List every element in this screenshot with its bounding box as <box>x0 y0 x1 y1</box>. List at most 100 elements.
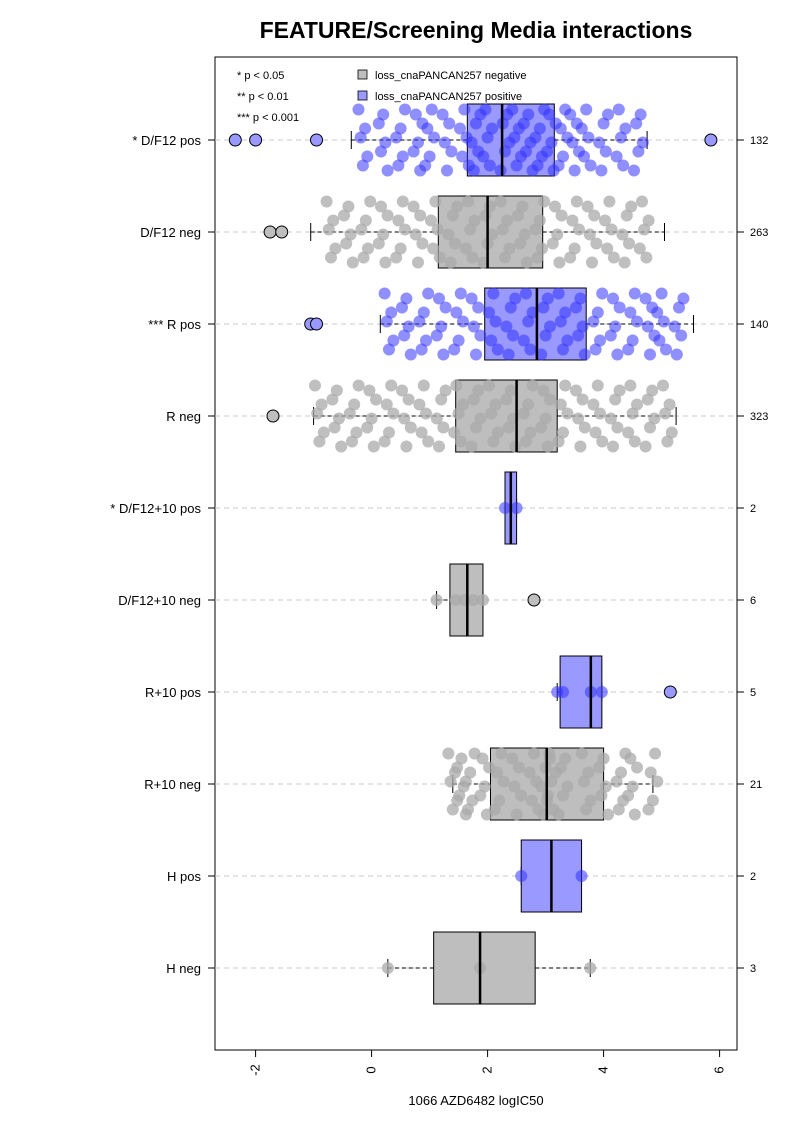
data-point <box>457 398 469 411</box>
data-point <box>541 440 554 453</box>
data-point <box>642 214 655 227</box>
data-point <box>375 200 387 213</box>
group-label: H neg <box>166 961 201 976</box>
data-point <box>575 122 588 135</box>
data-point <box>539 412 552 425</box>
data-point <box>631 398 643 411</box>
data-point <box>512 209 524 222</box>
legend-swatch <box>357 90 368 101</box>
data-point <box>365 412 378 425</box>
data-point <box>442 747 455 760</box>
data-point <box>630 117 643 130</box>
data-point <box>356 159 369 172</box>
data-point <box>626 407 639 420</box>
data-point <box>437 421 450 434</box>
data-point <box>625 200 638 213</box>
group-label: H pos <box>167 869 201 884</box>
data-point <box>466 251 479 264</box>
data-point <box>491 343 504 356</box>
data-point <box>390 131 403 144</box>
data-point <box>383 343 395 356</box>
data-point <box>448 426 461 439</box>
data-point <box>609 393 622 406</box>
data-point <box>394 122 407 135</box>
data-point <box>517 334 530 347</box>
group-count: 21 <box>750 779 762 791</box>
data-point <box>626 780 639 793</box>
x-tick-label: 2 <box>480 1066 495 1073</box>
data-point <box>446 209 459 222</box>
data-point <box>657 315 670 328</box>
data-point <box>535 421 548 434</box>
data-point <box>503 242 516 255</box>
group-count: 5 <box>750 687 756 699</box>
data-point <box>402 320 415 333</box>
data-point <box>500 393 513 406</box>
data-point <box>346 435 358 448</box>
data-point <box>470 421 482 434</box>
data-point <box>359 122 372 135</box>
data-point <box>593 761 606 774</box>
data-point <box>636 136 649 149</box>
data-point <box>396 195 409 208</box>
data-point <box>404 348 417 361</box>
data-point <box>489 315 502 328</box>
data-point <box>380 315 393 328</box>
data-point <box>622 343 635 356</box>
data-point <box>537 301 550 314</box>
data-point <box>613 301 626 314</box>
data-point <box>335 440 348 453</box>
group-label: R+10 pos <box>145 685 202 700</box>
data-point <box>624 752 637 765</box>
data-point <box>352 103 365 116</box>
data-point <box>444 775 457 788</box>
data-point <box>472 384 485 397</box>
data-point <box>478 780 491 793</box>
data-point <box>375 145 387 158</box>
data-point <box>493 794 506 807</box>
outlier-point <box>228 133 242 147</box>
data-point <box>396 150 409 163</box>
data-point <box>380 398 393 411</box>
data-point <box>504 384 517 397</box>
data-point <box>433 292 445 305</box>
data-point <box>449 237 461 250</box>
data-point <box>454 287 467 300</box>
data-point <box>427 242 440 255</box>
data-point <box>452 334 465 347</box>
data-point <box>537 384 550 397</box>
data-point <box>572 412 585 425</box>
data-point <box>483 306 495 319</box>
data-point <box>557 426 569 439</box>
data-point <box>367 440 380 453</box>
data-point <box>433 251 446 264</box>
data-point <box>578 775 590 788</box>
data-point <box>557 343 569 356</box>
data-point <box>416 237 429 250</box>
data-point <box>465 440 478 453</box>
data-point <box>653 334 666 347</box>
data-point <box>387 334 400 347</box>
data-point <box>350 426 363 439</box>
data-point <box>665 426 678 439</box>
data-point <box>639 292 652 305</box>
data-point <box>467 594 480 606</box>
data-point <box>657 379 669 392</box>
plot-frame <box>214 56 738 1051</box>
data-point <box>634 108 647 121</box>
data-point <box>502 348 515 361</box>
data-point <box>603 195 616 208</box>
data-point <box>486 122 498 135</box>
group-count: 323 <box>750 411 768 423</box>
data-point <box>506 103 519 116</box>
data-point <box>467 320 480 333</box>
data-point <box>602 108 614 121</box>
data-point <box>644 766 657 779</box>
data-point <box>624 306 637 319</box>
data-point <box>641 393 654 406</box>
data-point <box>431 223 444 236</box>
data-point <box>615 766 627 779</box>
data-point <box>415 426 428 439</box>
data-point <box>568 164 581 177</box>
